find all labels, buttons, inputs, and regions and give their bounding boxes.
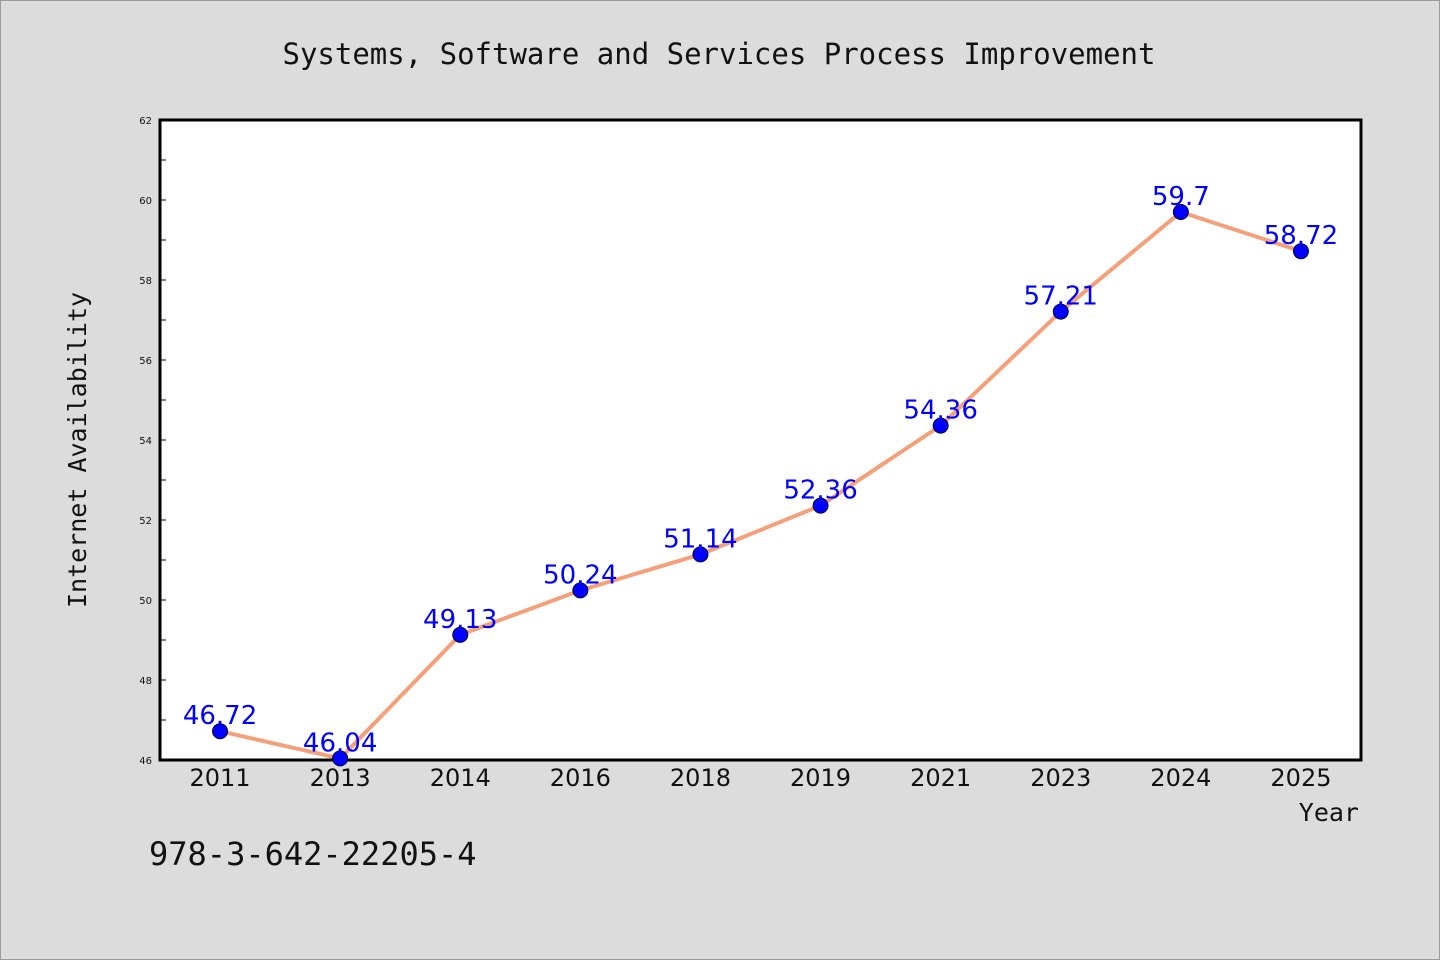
x-axis-title: Year: [1299, 798, 1359, 827]
x-axis: 2011 2013 2014 2016 2018 2019 2021 2023 2024 2025: [190, 764, 1332, 792]
y-tick-label: 46: [139, 756, 152, 767]
y-tick-label: 58: [139, 276, 152, 287]
data-point-marker: [572, 582, 589, 599]
x-tick-label: 2021: [910, 764, 971, 792]
data-label: 50.24: [543, 560, 617, 590]
data-label: 46.04: [303, 728, 377, 758]
y-axis-title: Internet Availability: [63, 292, 92, 608]
marker-group: [212, 204, 1309, 767]
data-label: 59.7: [1152, 182, 1210, 212]
series-line-group: [218, 210, 1303, 761]
y-tick-label: 52: [139, 516, 152, 527]
x-tick-label: 2018: [670, 764, 731, 792]
y-tick-label: 54: [139, 436, 152, 447]
y-tick-label: 60: [139, 196, 152, 207]
x-tick-label: 2011: [190, 764, 251, 792]
x-tick-label: 2016: [550, 764, 611, 792]
y-tick-label: 62: [139, 116, 152, 127]
y-tick-label: 50: [139, 596, 152, 607]
x-tick-label: 2014: [430, 764, 491, 792]
data-point-marker: [812, 497, 829, 514]
data-point-marker: [212, 723, 229, 740]
data-point-marker: [1052, 303, 1069, 320]
series-line: [218, 210, 1303, 761]
data-point-marker: [692, 546, 709, 563]
y-tick-label: 56: [139, 356, 152, 367]
data-point-marker: [452, 626, 469, 643]
data-label: 57.21: [1024, 282, 1098, 312]
chart-title: Systems, Software and Services Process I…: [283, 37, 1156, 71]
x-tick-label: 2019: [790, 764, 851, 792]
x-tick-label: 2025: [1270, 764, 1331, 792]
data-label: 49.13: [423, 605, 497, 635]
data-point-marker: [332, 750, 349, 767]
data-point-marker: [1292, 243, 1309, 260]
y-tick-label: 48: [139, 676, 152, 687]
data-point-marker: [1172, 204, 1189, 220]
data-label: 52.36: [783, 476, 857, 506]
data-label: 58.72: [1264, 221, 1338, 251]
caption-code: 978-3-642-22205-4: [149, 835, 477, 873]
data-label: 46.72: [183, 701, 257, 731]
data-label: 54.36: [903, 396, 977, 426]
data-label-group: 46.72 46.04 49.13 50.24 51.14 52.36 54.36 57.21…: [183, 182, 1338, 758]
x-tick-label: 2023: [1030, 764, 1091, 792]
x-tick-label: 2024: [1150, 764, 1211, 792]
data-label: 51.14: [663, 524, 737, 554]
x-tick-label: 2013: [310, 764, 371, 792]
data-point-marker: [932, 417, 949, 434]
y-axis: 46 48 50 52 54 56 58 60 62: [139, 116, 166, 767]
